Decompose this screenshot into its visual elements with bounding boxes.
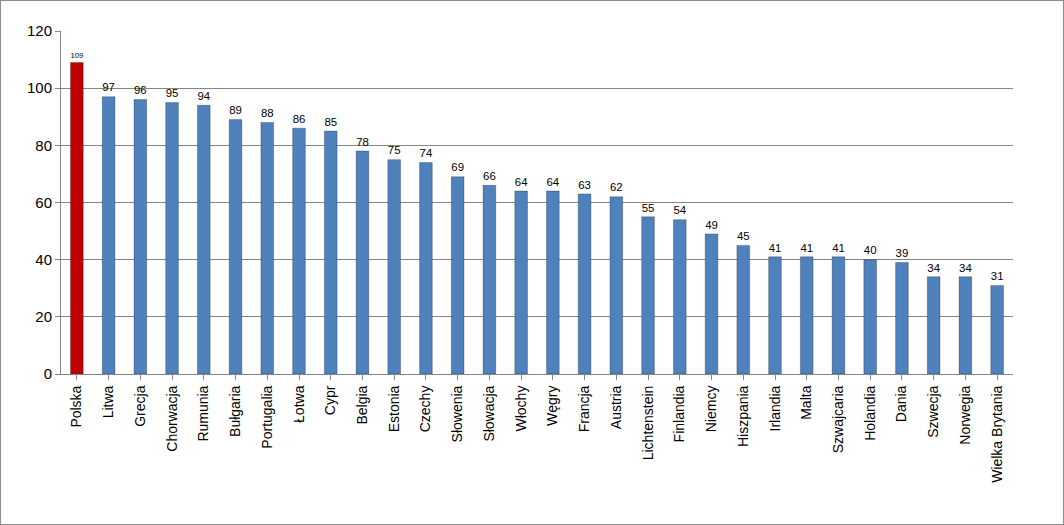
svg-text:Francja: Francja	[576, 385, 592, 432]
svg-text:Szwecja: Szwecja	[925, 385, 941, 437]
svg-text:Malta: Malta	[798, 385, 814, 419]
svg-text:95: 95	[166, 87, 179, 99]
svg-text:Grecja: Grecja	[132, 385, 148, 426]
svg-text:Wielka Brytania: Wielka Brytania	[989, 385, 1005, 482]
svg-text:34: 34	[959, 262, 972, 274]
svg-text:85: 85	[324, 116, 337, 128]
svg-text:Norwegia: Norwegia	[957, 385, 973, 444]
svg-text:62: 62	[610, 181, 623, 193]
svg-text:55: 55	[642, 202, 655, 214]
svg-text:86: 86	[293, 113, 306, 125]
svg-text:0: 0	[44, 365, 52, 382]
svg-text:Chorwacja: Chorwacja	[164, 385, 180, 451]
svg-text:Dania: Dania	[893, 385, 909, 422]
svg-text:66: 66	[483, 170, 496, 182]
svg-text:Finlandia: Finlandia	[671, 385, 687, 442]
svg-text:Włochy: Włochy	[513, 386, 529, 432]
svg-text:Portugalia: Portugalia	[259, 385, 275, 448]
svg-text:Węgry: Węgry	[544, 386, 560, 426]
svg-text:64: 64	[547, 176, 560, 188]
svg-text:Irlandia: Irlandia	[767, 385, 783, 431]
svg-text:96: 96	[134, 84, 147, 96]
svg-text:Łotwa: Łotwa	[291, 385, 307, 423]
svg-text:69: 69	[451, 161, 464, 173]
svg-text:Estonia: Estonia	[386, 385, 402, 432]
svg-text:Austria: Austria	[608, 385, 624, 429]
svg-text:20: 20	[35, 308, 52, 325]
svg-text:Czechy: Czechy	[417, 386, 433, 433]
svg-text:Cypr: Cypr	[322, 385, 338, 415]
svg-text:60: 60	[35, 194, 52, 211]
svg-text:49: 49	[705, 219, 718, 231]
svg-text:109: 109	[71, 51, 84, 60]
svg-text:Rumunia: Rumunia	[195, 385, 211, 441]
svg-text:94: 94	[197, 90, 210, 102]
svg-text:78: 78	[356, 136, 369, 148]
svg-text:Holandia: Holandia	[862, 385, 878, 440]
svg-text:41: 41	[769, 242, 782, 254]
svg-text:Słowacja: Słowacja	[481, 385, 497, 441]
svg-text:Bułgaria: Bułgaria	[227, 385, 243, 437]
svg-text:Belgia: Belgia	[354, 385, 370, 424]
svg-text:80: 80	[35, 137, 52, 154]
svg-text:Polska: Polska	[68, 385, 84, 427]
svg-text:74: 74	[420, 147, 433, 159]
svg-text:Litwa: Litwa	[100, 385, 116, 418]
svg-text:89: 89	[229, 104, 242, 116]
svg-text:120: 120	[27, 22, 52, 39]
svg-text:45: 45	[737, 230, 750, 242]
svg-text:54: 54	[673, 204, 686, 216]
svg-text:39: 39	[896, 247, 909, 259]
svg-text:41: 41	[832, 242, 845, 254]
svg-text:Hiszpania: Hiszpania	[735, 385, 751, 447]
svg-text:40: 40	[35, 251, 52, 268]
svg-text:88: 88	[261, 107, 274, 119]
svg-text:41: 41	[800, 242, 813, 254]
svg-text:Słowenia: Słowenia	[449, 385, 465, 442]
svg-text:100: 100	[27, 79, 52, 96]
svg-text:Niemcy: Niemcy	[703, 386, 719, 433]
svg-text:34: 34	[927, 262, 940, 274]
svg-text:Szwajcaria: Szwajcaria	[830, 385, 846, 453]
svg-text:97: 97	[102, 81, 115, 93]
svg-text:64: 64	[515, 176, 528, 188]
svg-text:75: 75	[388, 144, 401, 156]
svg-text:Lichtenstein: Lichtenstein	[640, 386, 656, 461]
svg-text:63: 63	[578, 179, 591, 191]
svg-text:31: 31	[991, 270, 1004, 282]
svg-text:40: 40	[864, 244, 877, 256]
